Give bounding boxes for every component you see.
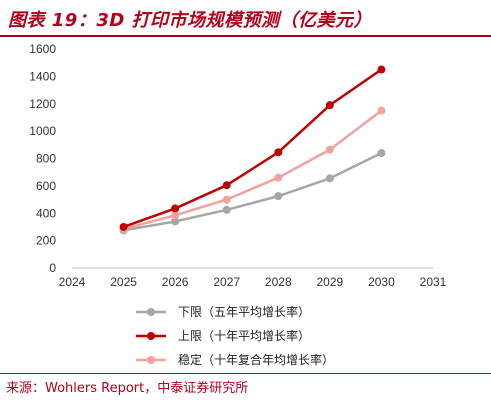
footer-divider [0,373,491,374]
legend-label: 下限（五年平均增长率） [178,304,310,319]
legend-swatch-marker [147,332,155,340]
source-note: 来源：Wohlers Report，中泰证券研究所 [6,381,249,396]
legend-label: 上限（十年平均增长率） [178,328,310,343]
x-tick-label: 2024 [59,275,86,289]
data-point [377,65,386,74]
data-point [119,222,128,231]
data-point [377,106,386,115]
data-point [222,205,231,214]
chart-title: 图表 19：3D 打印市场规模预测（亿美元） [8,10,373,31]
y-tick-label: 1000 [29,124,56,138]
data-point [377,149,386,158]
legend-swatch-marker [147,308,155,316]
x-tick-label: 2028 [265,275,292,289]
data-point [325,101,334,110]
y-tick-label: 800 [36,152,56,166]
y-tick-label: 0 [49,261,56,275]
chart-series [119,65,386,235]
series-line [123,68,383,229]
series-line [123,109,383,231]
y-tick-label: 1200 [29,97,56,111]
data-point [274,173,283,182]
y-tick-label: 200 [36,234,56,248]
chart-legend: 下限（五年平均增长率） 上限（十年平均增长率） 稳定（十年复合年均增长率） [136,304,334,367]
legend-label: 稳定（十年复合年均增长率） [178,352,334,367]
data-point [171,204,180,213]
y-tick-label: 1400 [29,69,56,83]
data-point [274,148,283,157]
data-point [274,192,283,201]
y-tick-label: 600 [36,179,56,193]
data-point [325,145,334,154]
chart-axes: 0 200 400 600 800 1000 1200 1400 1600 2024 2025 202… [29,42,446,289]
data-point [325,174,334,183]
legend-swatch-marker [147,356,155,364]
data-point [222,195,231,204]
data-point [171,211,180,220]
x-tick-label: 2029 [317,275,344,289]
data-point [171,217,180,226]
x-tick-label: 2027 [213,275,240,289]
x-tick-label: 2026 [162,275,189,289]
x-tick-label: 2030 [368,275,395,289]
x-tick-label: 2031 [420,275,447,289]
data-point [222,181,231,190]
y-tick-label: 1600 [29,42,56,56]
title-divider [0,35,491,37]
series-line [123,151,382,232]
x-tick-label: 2025 [110,275,137,289]
y-tick-label: 400 [36,206,56,220]
